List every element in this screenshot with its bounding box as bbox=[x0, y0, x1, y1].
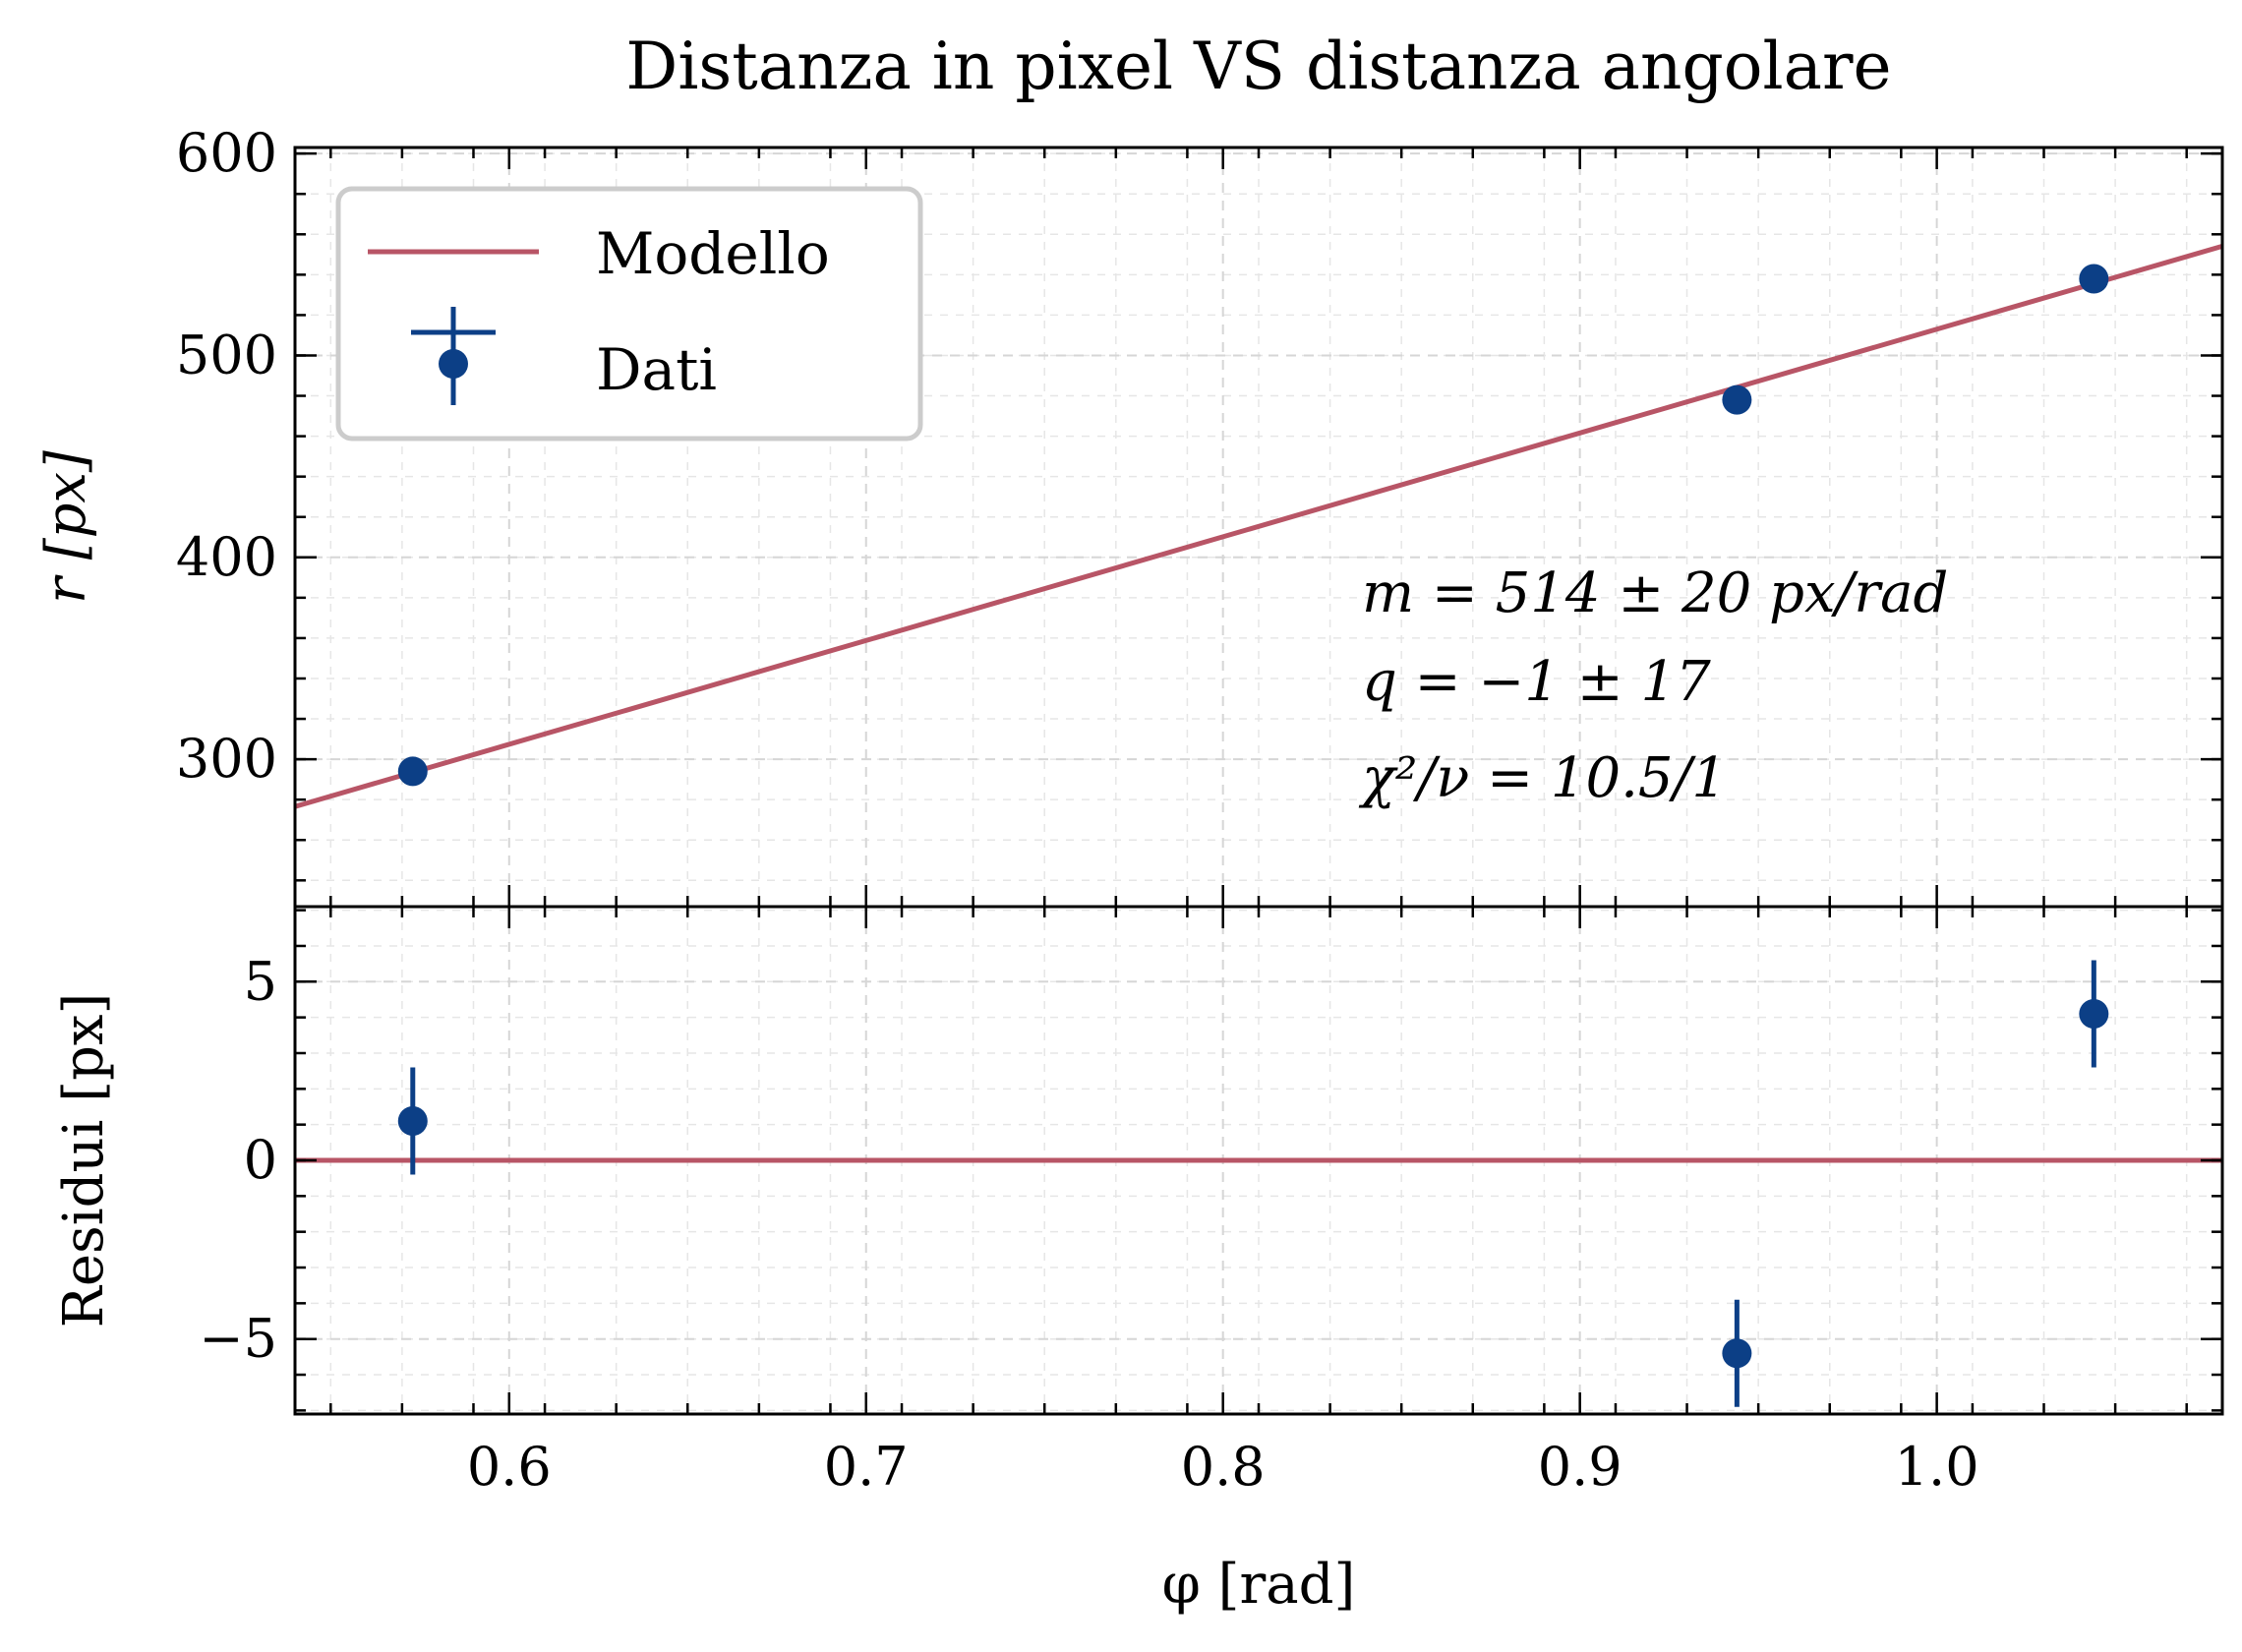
main-panel: 300 400 500 600 r [px] Modello Dati m = 514… bbox=[34, 122, 2224, 909]
chart-title: Distanza in pixel VS distanza angolare bbox=[625, 29, 1891, 104]
y-tick-label: 500 bbox=[176, 324, 277, 385]
y-tick-label: 0 bbox=[244, 1129, 277, 1191]
legend-entry-dati: Dati bbox=[596, 336, 717, 403]
y-tick-label: 400 bbox=[176, 526, 277, 588]
main-y-axis-label: r [px] bbox=[34, 450, 98, 604]
x-tick-labels: 0.6 0.7 0.8 0.9 1.0 bbox=[467, 1436, 1979, 1498]
main-ticks bbox=[295, 148, 2222, 907]
residual-point bbox=[397, 1106, 428, 1137]
model-line-group bbox=[294, 243, 2223, 809]
residual-point bbox=[2079, 999, 2109, 1030]
annotation-slope: m = 514 ± 20 px/rad bbox=[1362, 561, 1948, 625]
x-tick-label: 0.6 bbox=[467, 1436, 552, 1498]
y-tick-label: 600 bbox=[176, 122, 277, 184]
x-axis-label: φ [rad] bbox=[1162, 1553, 1356, 1617]
x-tick-label: 0.7 bbox=[824, 1436, 909, 1498]
residual-ticks bbox=[295, 907, 2222, 1414]
data-points-group bbox=[397, 264, 2109, 787]
data-point bbox=[397, 756, 428, 787]
y-tick-label: 300 bbox=[176, 728, 277, 790]
annotation-intercept: q = −1 ± 17 bbox=[1362, 650, 1711, 714]
legend-data-swatch bbox=[411, 307, 496, 405]
data-point bbox=[1722, 384, 1752, 415]
residual-panel: −5 0 5 0.6 0.7 0.8 0.9 1.0 Residui [px] φ [rad… bbox=[52, 905, 2224, 1617]
main-y-tick-labels: 300 400 500 600 bbox=[176, 122, 277, 790]
data-point bbox=[2079, 264, 2109, 294]
y-tick-label: −5 bbox=[199, 1308, 277, 1370]
x-tick-label: 0.9 bbox=[1538, 1436, 1622, 1498]
y-tick-label: 5 bbox=[244, 950, 277, 1012]
model-line bbox=[294, 243, 2223, 809]
legend-entry-modello: Modello bbox=[596, 220, 830, 287]
residual-y-axis-label: Residui [px] bbox=[52, 993, 116, 1328]
residual-points-group bbox=[397, 960, 2109, 1407]
x-tick-label: 1.0 bbox=[1895, 1436, 1979, 1498]
annotation-chi-square: χ²/ν = 10.5/1 bbox=[1358, 746, 1727, 810]
residual-y-tick-labels: −5 0 5 bbox=[199, 950, 277, 1369]
x-tick-label: 0.8 bbox=[1181, 1436, 1266, 1498]
legend: Modello Dati bbox=[335, 186, 923, 442]
residual-point bbox=[1722, 1338, 1752, 1369]
